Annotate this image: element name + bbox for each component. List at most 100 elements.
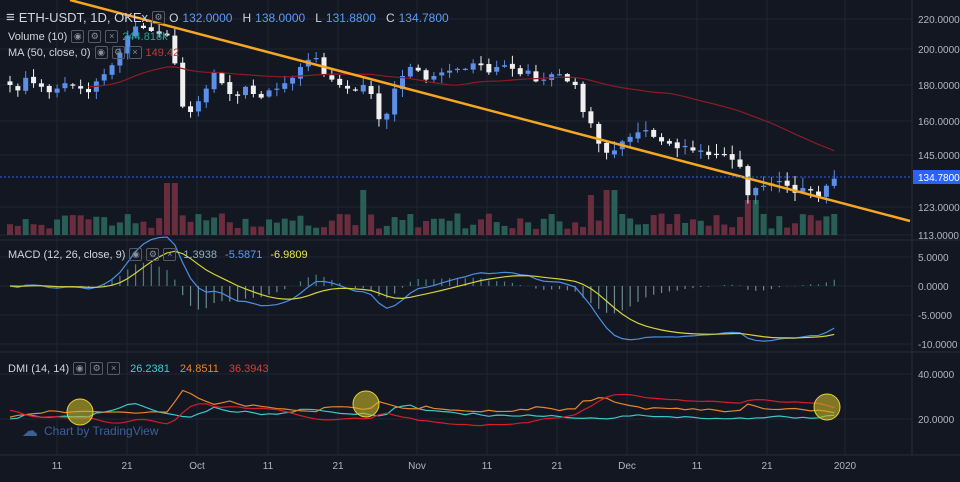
settings-icon[interactable]: ⚙	[152, 11, 166, 24]
candle-body	[368, 86, 374, 94]
volume-bar	[305, 225, 312, 235]
ma-legend[interactable]: MA (50, close, 0) ◉ ⚙ × 149.42	[8, 46, 179, 59]
time-tick-label: 21	[332, 461, 344, 472]
ma-settings-icon[interactable]: ⚙	[111, 46, 125, 59]
volume-bar	[737, 216, 744, 235]
volume-bar	[273, 222, 280, 235]
volume-bar	[729, 227, 736, 235]
dmi-eye-icon[interactable]: ◉	[73, 362, 87, 375]
macd-tick-label: 5.0000	[918, 253, 949, 264]
volume-bar	[46, 228, 53, 235]
volume-bar	[792, 223, 798, 235]
candle-body	[698, 150, 704, 152]
candle-body	[541, 79, 547, 81]
volume-bar	[509, 228, 516, 235]
macd-signal-line	[9, 250, 835, 339]
candle-body	[470, 63, 476, 70]
candle-body	[823, 185, 829, 197]
ma-eye-icon[interactable]: ◉	[94, 46, 108, 59]
volume-bar	[776, 216, 783, 235]
volume-bar	[164, 183, 170, 235]
candle-body	[243, 86, 248, 96]
volume-eye-icon[interactable]: ◉	[71, 30, 85, 43]
volume-bar	[548, 214, 555, 235]
candle-body	[666, 141, 672, 144]
volume-bar	[470, 224, 477, 235]
dmi-close-icon[interactable]: ×	[107, 362, 121, 375]
volume-bar	[93, 216, 100, 235]
candle-body	[792, 184, 798, 193]
volume-bars	[7, 183, 838, 235]
candle-body	[164, 33, 170, 36]
candle-body	[117, 52, 123, 66]
macd-line	[9, 236, 835, 342]
candle-body	[148, 27, 154, 31]
volume-bar	[815, 220, 822, 235]
ohlc-high-key: H	[242, 10, 252, 25]
candle-body	[172, 35, 178, 64]
price-tick-label: 145.0000	[918, 151, 960, 162]
price-tick-label: 200.0000	[918, 45, 960, 56]
candle-body	[188, 106, 194, 112]
dmi-legend[interactable]: DMI (14, 14) ◉ ⚙ × 26.2381 24.8511 36.39…	[8, 362, 269, 375]
volume-bar	[438, 218, 445, 235]
plus-di-line	[9, 402, 835, 420]
volume-bar	[415, 227, 422, 235]
candle-body	[15, 86, 21, 91]
macd-settings-icon[interactable]: ⚙	[146, 248, 160, 261]
candle-body	[737, 159, 743, 167]
candle-body	[133, 26, 139, 37]
price-tick-label: 113.0000	[918, 231, 959, 242]
candle-body	[227, 82, 233, 94]
candle-body	[101, 74, 107, 81]
candle-body	[360, 85, 366, 92]
candle-body	[392, 88, 398, 115]
volume-bar	[595, 220, 602, 235]
volume-bar	[203, 220, 210, 235]
candle-body	[651, 129, 657, 137]
volume-bar	[124, 214, 131, 235]
time-tick-label: 11	[263, 461, 274, 472]
candle-body	[588, 111, 594, 124]
volume-bar	[140, 221, 147, 235]
volume-bar	[7, 224, 13, 235]
volume-bar	[564, 228, 571, 235]
candle-body	[54, 88, 60, 93]
dmi-adx-value: 36.3943	[228, 362, 269, 375]
volume-bar	[831, 213, 838, 235]
volume-close-icon[interactable]: ×	[105, 30, 119, 43]
candle-body	[62, 83, 68, 89]
crossover-highlight	[352, 390, 380, 418]
candle-body	[659, 137, 665, 142]
volume-bar	[478, 219, 484, 235]
candle-body	[407, 67, 413, 77]
symbol-legend[interactable]: ≡ ETH-USDT, 1D, OKEx ⚙ O 132.0000 H 138.00…	[6, 9, 455, 26]
macd-legend[interactable]: MACD (12, 26, close, 9) ◉ ⚙ × 1.3938 -5.…	[8, 248, 308, 261]
volume-bar	[258, 226, 265, 235]
volume-bar	[658, 213, 665, 235]
candle-body	[690, 147, 696, 151]
volume-settings-icon[interactable]: ⚙	[88, 30, 102, 43]
time-tick-label: 11	[692, 461, 703, 472]
candle-body	[478, 63, 484, 66]
candle-body	[266, 90, 272, 97]
adx-line	[9, 393, 835, 427]
macd-close-icon[interactable]: ×	[163, 248, 177, 261]
volume-bar	[313, 227, 320, 235]
symbol-label: ETH-USDT, 1D, OKEx	[18, 10, 149, 25]
ma-close-icon[interactable]: ×	[128, 46, 142, 59]
candle-body	[721, 153, 727, 156]
macd-eye-icon[interactable]: ◉	[129, 248, 143, 261]
candle-body	[109, 65, 115, 75]
volume-bar	[281, 218, 288, 235]
volume-bar	[38, 224, 45, 235]
volume-legend[interactable]: Volume (10) ◉ ⚙ × 244.818k	[8, 30, 168, 43]
candle-body	[250, 85, 256, 94]
dmi-settings-icon[interactable]: ⚙	[90, 362, 104, 375]
volume-bar	[744, 200, 751, 235]
tradingview-watermark[interactable]: ☁ Chart by TradingView	[22, 421, 159, 441]
volume-bar	[148, 227, 155, 235]
menu-icon[interactable]: ≡	[6, 9, 15, 26]
candle-body	[729, 154, 735, 160]
